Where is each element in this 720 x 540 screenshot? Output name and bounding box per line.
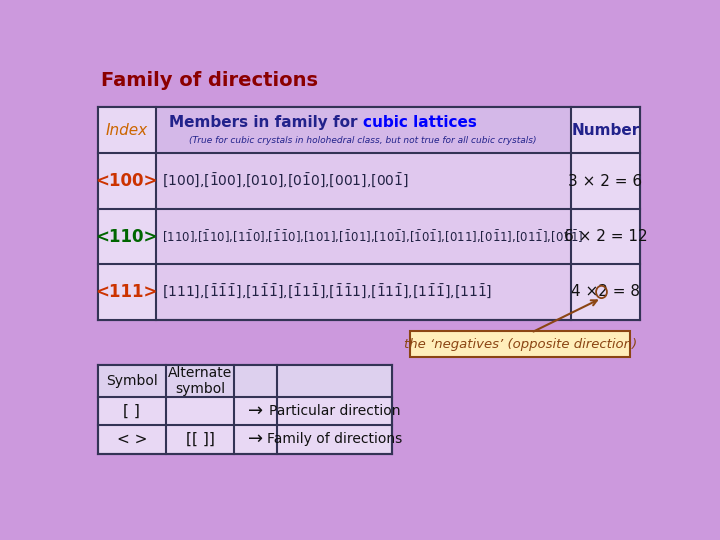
Text: 3 × 2 = 6: 3 × 2 = 6 bbox=[568, 173, 642, 188]
Text: [100],[$\mathsf{\bar{1}}$00],[010],[0$\mathsf{\bar{1}}$0],[001],[00$\mathsf{\bar: [100],[$\mathsf{\bar{1}}$00],[010],[0$\m… bbox=[162, 172, 409, 190]
Text: Particular direction: Particular direction bbox=[269, 404, 400, 418]
Bar bbox=[98, 365, 392, 454]
Text: Members in family for: Members in family for bbox=[169, 115, 363, 130]
Bar bbox=[98, 264, 156, 320]
Bar bbox=[570, 209, 640, 264]
Text: <110>: <110> bbox=[96, 227, 158, 246]
Text: Alternate
symbol: Alternate symbol bbox=[168, 366, 232, 396]
Text: Symbol: Symbol bbox=[106, 374, 158, 388]
Text: [111],[$\bar{1}\bar{1}\bar{1}$],[1$\bar{1}\bar{1}$],[$\bar{1}$1$\bar{1}$],[$\bar: [111],[$\bar{1}\bar{1}\bar{1}$],[1$\bar{… bbox=[162, 283, 492, 301]
Text: Number: Number bbox=[571, 123, 639, 138]
Text: →: → bbox=[248, 430, 263, 448]
Text: [110],[$\bar{1}$10],[1$\bar{1}$0],[$\bar{1}\bar{1}$0],[101],[$\bar{1}$01],[10$\b: [110],[$\bar{1}$10],[1$\bar{1}$0],[$\bar… bbox=[162, 228, 583, 245]
Text: →: → bbox=[248, 402, 263, 420]
Text: < >: < > bbox=[117, 431, 147, 447]
Text: <111>: <111> bbox=[96, 283, 158, 301]
Bar bbox=[98, 365, 392, 397]
Text: Index: Index bbox=[106, 123, 148, 138]
Text: cubic lattices: cubic lattices bbox=[363, 115, 477, 130]
Text: Family of directions: Family of directions bbox=[267, 432, 402, 446]
Text: the ‘negatives’ (opposite direction): the ‘negatives’ (opposite direction) bbox=[404, 338, 636, 351]
Bar bbox=[98, 107, 640, 320]
Bar bbox=[98, 107, 156, 153]
Bar bbox=[570, 153, 640, 209]
Text: <100>: <100> bbox=[96, 172, 158, 190]
Bar bbox=[156, 107, 570, 153]
Bar bbox=[570, 264, 640, 320]
Text: [ ]: [ ] bbox=[123, 404, 140, 419]
Text: [[ ]]: [[ ]] bbox=[186, 431, 215, 447]
Text: 4 ×2 = 8: 4 ×2 = 8 bbox=[571, 285, 640, 300]
Text: (True for cubic crystals in holohedral class, but not true for all cubic crystal: (True for cubic crystals in holohedral c… bbox=[189, 136, 537, 145]
Bar bbox=[570, 107, 640, 153]
Text: Family of directions: Family of directions bbox=[101, 71, 318, 90]
FancyBboxPatch shape bbox=[410, 331, 630, 357]
Text: Members in family for cubic lattices: Members in family for cubic lattices bbox=[210, 115, 517, 130]
Text: 6 × 2 = 12: 6 × 2 = 12 bbox=[564, 229, 647, 244]
Bar bbox=[98, 209, 156, 264]
Bar bbox=[98, 153, 156, 209]
